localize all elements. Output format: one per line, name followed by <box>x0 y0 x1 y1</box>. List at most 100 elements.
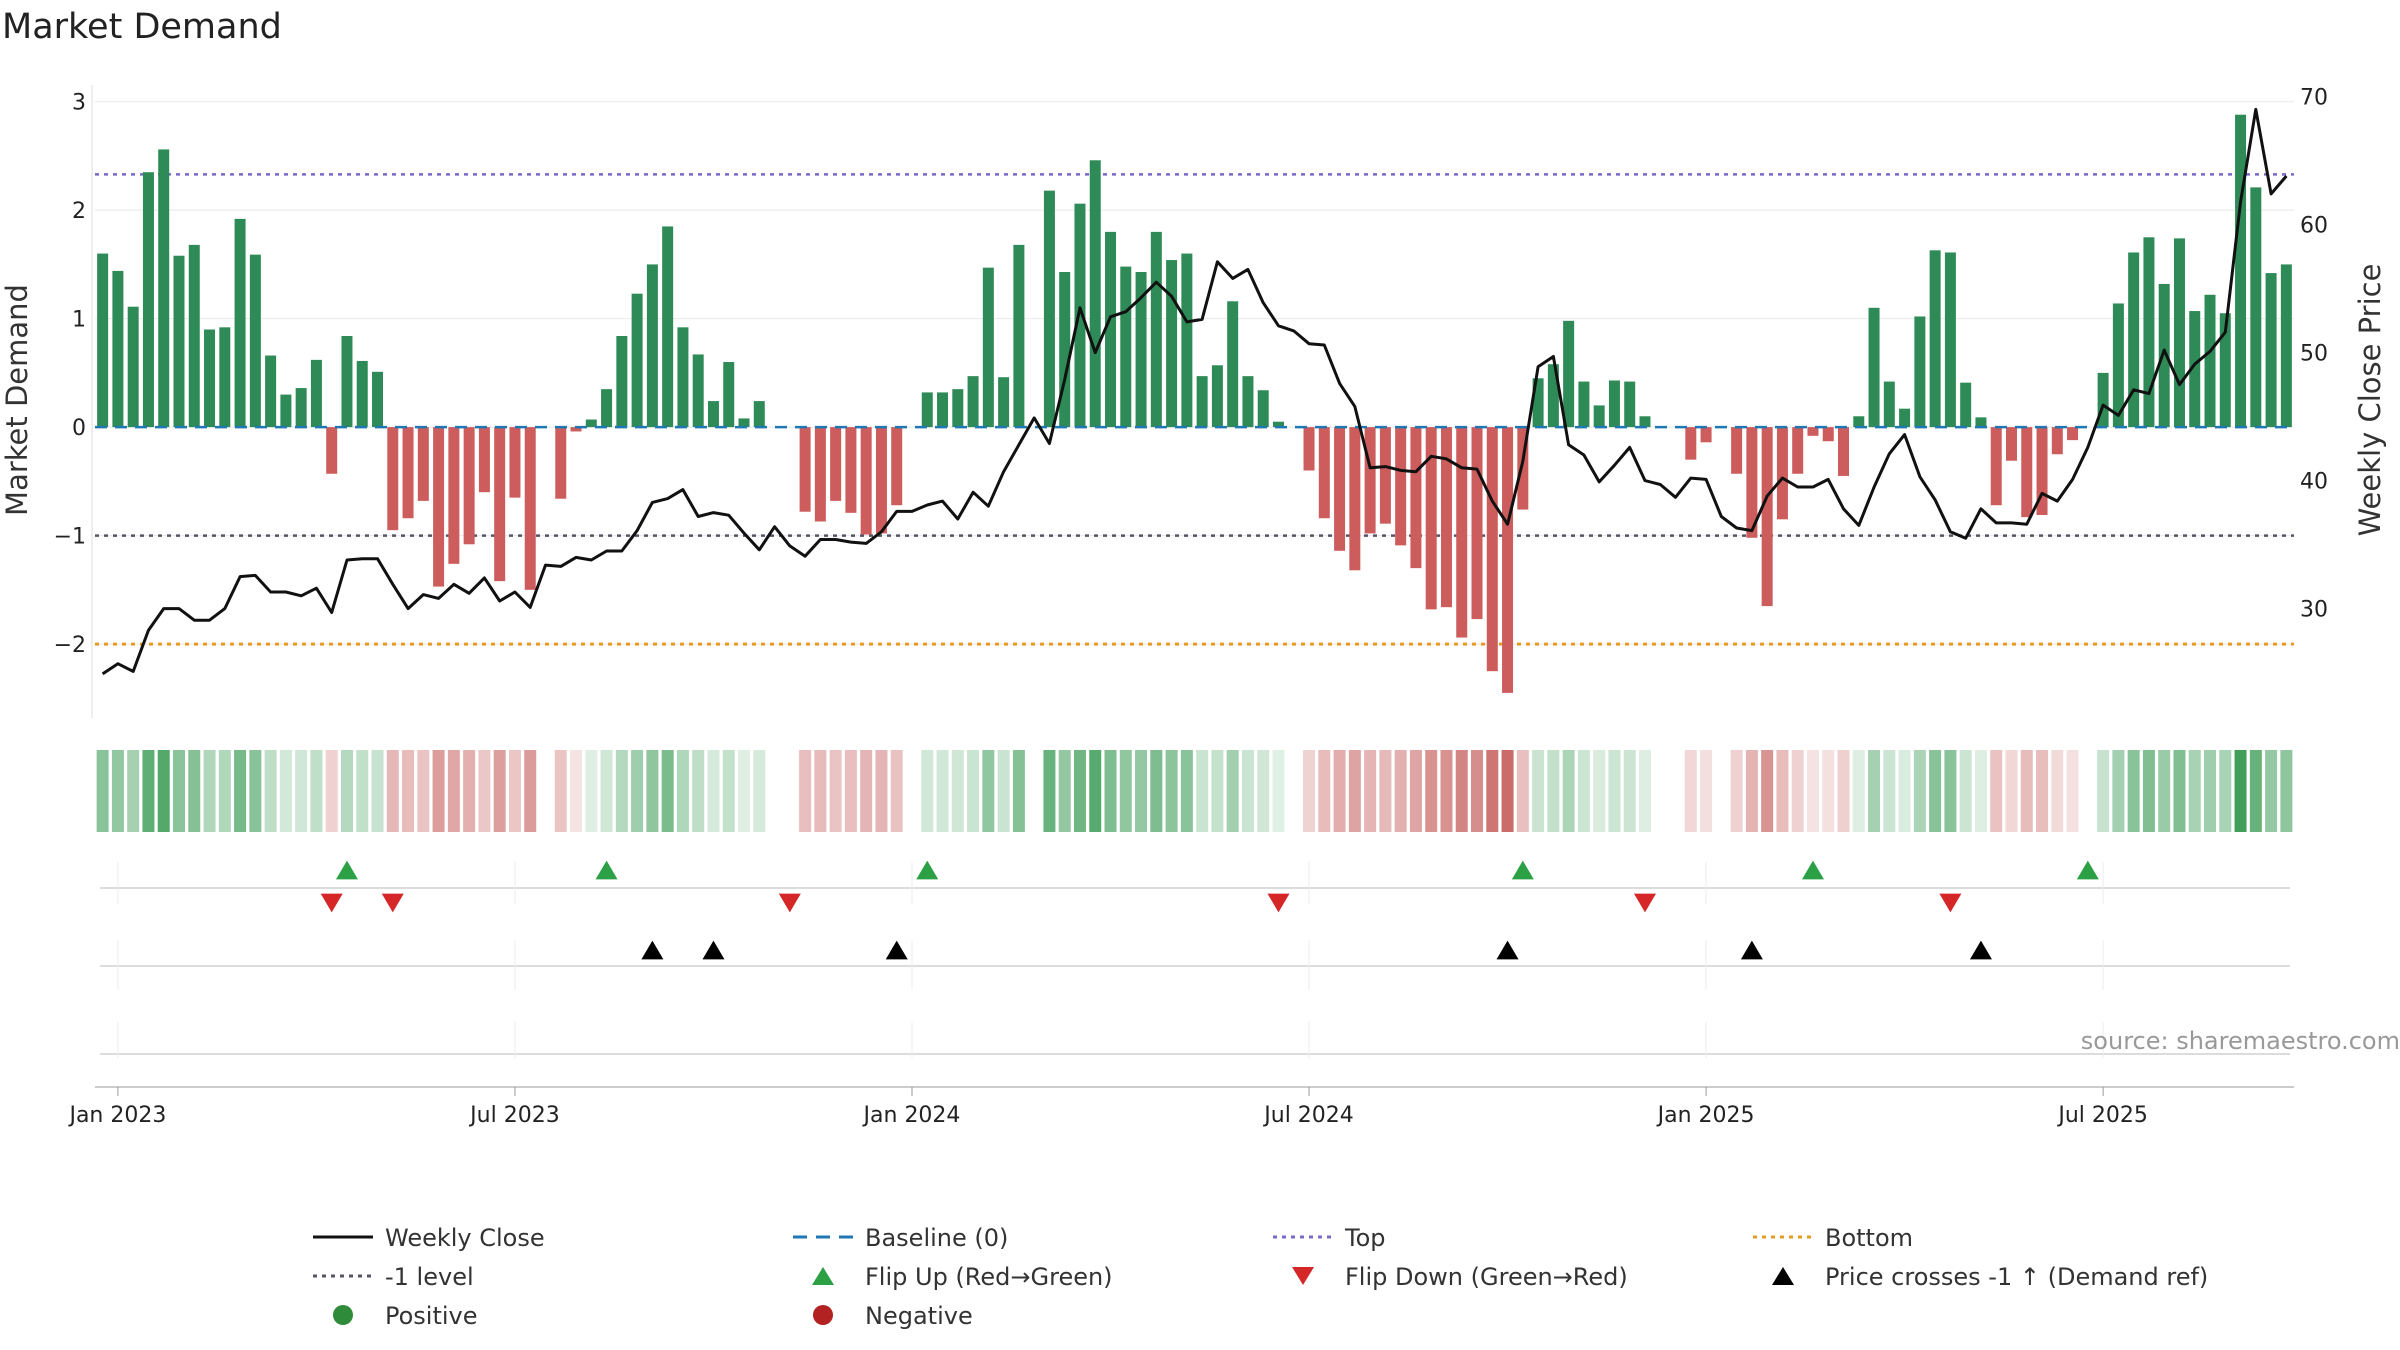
demand-bar <box>692 354 704 428</box>
legend-label: -1 level <box>385 1263 474 1291</box>
heat-cell <box>463 750 476 832</box>
demand-bar <box>372 371 384 428</box>
heat-cell <box>1394 750 1407 832</box>
legend-label: Flip Down (Green→Red) <box>1345 1263 1628 1291</box>
heat-cell <box>1012 750 1025 832</box>
heat-cell <box>203 750 216 832</box>
heat-cell <box>1058 750 1071 832</box>
legend-item: Weekly Close <box>313 1224 545 1252</box>
heat-cell <box>1486 750 1499 832</box>
heat-cell <box>1959 750 1972 832</box>
heat-cell <box>1211 750 1224 832</box>
legend-item: Price crosses -1 ↑ (Demand ref) <box>1772 1263 2208 1291</box>
demand-bar <box>1578 381 1590 428</box>
y-tick-label: 2 <box>72 199 86 224</box>
demand-bar <box>2189 311 2201 428</box>
heat-cell <box>1272 750 1285 832</box>
flip-up-marker <box>916 860 939 880</box>
demand-heat-strip <box>96 750 2293 832</box>
y-tick-label: −1 <box>54 525 86 550</box>
x-tick-label: Jul 2025 <box>2056 1103 2148 1128</box>
demand-bar <box>1349 427 1361 571</box>
demand-bar <box>356 360 368 428</box>
heat-cell <box>2188 750 2201 832</box>
demand-bar <box>387 427 399 531</box>
demand-bar <box>1868 307 1880 428</box>
y-tick-label: 0 <box>72 416 86 441</box>
heat-cell <box>524 750 537 832</box>
legend-label: Price crosses -1 ↑ (Demand ref) <box>1825 1263 2208 1291</box>
demand-bar <box>448 427 460 564</box>
heat-cell <box>615 750 628 832</box>
demand-bar <box>2265 273 2277 428</box>
legend-item: Flip Up (Red→Green) <box>812 1263 1113 1291</box>
demand-bar <box>1043 190 1055 428</box>
heat-cell <box>1577 750 1590 832</box>
demand-bar <box>875 427 887 534</box>
heat-cell <box>1745 750 1758 832</box>
flip-down-marker <box>1267 893 1290 913</box>
heat-cell <box>2051 750 2064 832</box>
y2-axis-ticks: 70 60 50 40 30 <box>2300 86 2328 623</box>
demand-bar <box>173 255 185 428</box>
heat-cell <box>738 750 751 832</box>
heat-cell <box>1730 750 1743 832</box>
legend-item: Baseline (0) <box>793 1224 1008 1252</box>
heat-cell <box>2204 750 2217 832</box>
heat-cell <box>1501 750 1514 832</box>
heat-cell <box>1822 750 1835 832</box>
demand-bar <box>555 427 567 499</box>
legend-item: Top <box>1273 1224 1386 1252</box>
legend-swatch <box>812 1267 834 1285</box>
heat-cell <box>1868 750 1881 832</box>
legend: Weekly Close Baseline (0) Top Bottom -1 leve… <box>313 1224 2208 1330</box>
heat-cell <box>447 750 460 832</box>
weekly-close-line <box>101 107 2288 676</box>
heat-cell <box>1593 750 1606 832</box>
heat-cell <box>2158 750 2171 832</box>
chart-title: Market Demand <box>2 7 282 47</box>
y2-tick-label: 40 <box>2300 470 2328 495</box>
heat-cell <box>478 750 491 832</box>
demand-bar <box>662 226 674 428</box>
demand-bar <box>1257 390 1269 428</box>
demand-bar <box>707 401 719 428</box>
demand-bar <box>158 149 170 428</box>
demand-bar <box>265 355 277 428</box>
demand-bar <box>1944 252 1956 428</box>
demand-bar <box>891 427 903 506</box>
demand-bar <box>921 392 933 428</box>
heat-cell <box>279 750 292 832</box>
legend-item: Positive <box>333 1302 478 1330</box>
demand-bar <box>723 362 735 428</box>
demand-bar <box>937 392 949 428</box>
demand-bar <box>1838 427 1850 476</box>
heat-cell <box>1852 750 1865 832</box>
demand-bar <box>585 419 597 428</box>
legend-item: Flip Down (Green→Red) <box>1292 1263 1628 1291</box>
heat-cell <box>1562 750 1575 832</box>
legend-swatch <box>813 1305 833 1325</box>
demand-bar <box>677 327 689 428</box>
heat-cell <box>814 750 827 832</box>
heat-cell <box>1165 750 1178 832</box>
heat-cell <box>1318 750 1331 832</box>
demand-bar <box>2280 264 2292 428</box>
price-cross-marker <box>1740 940 1763 960</box>
demand-bar <box>1685 427 1697 460</box>
y2-tick-label: 70 <box>2300 86 2328 111</box>
heat-cell <box>875 750 888 832</box>
heat-cell <box>1944 750 1957 832</box>
heat-cell <box>1806 750 1819 832</box>
heat-cell <box>951 750 964 832</box>
demand-bar <box>1105 231 1117 428</box>
demand-bar <box>2097 372 2109 428</box>
demand-bar <box>310 359 322 428</box>
heat-cell <box>1638 750 1651 832</box>
demand-bar <box>219 327 231 428</box>
demand-bar <box>97 253 109 428</box>
demand-bar <box>112 270 124 428</box>
heat-cell <box>1929 750 1942 832</box>
heat-cell <box>1455 750 1468 832</box>
demand-bar <box>402 427 414 519</box>
